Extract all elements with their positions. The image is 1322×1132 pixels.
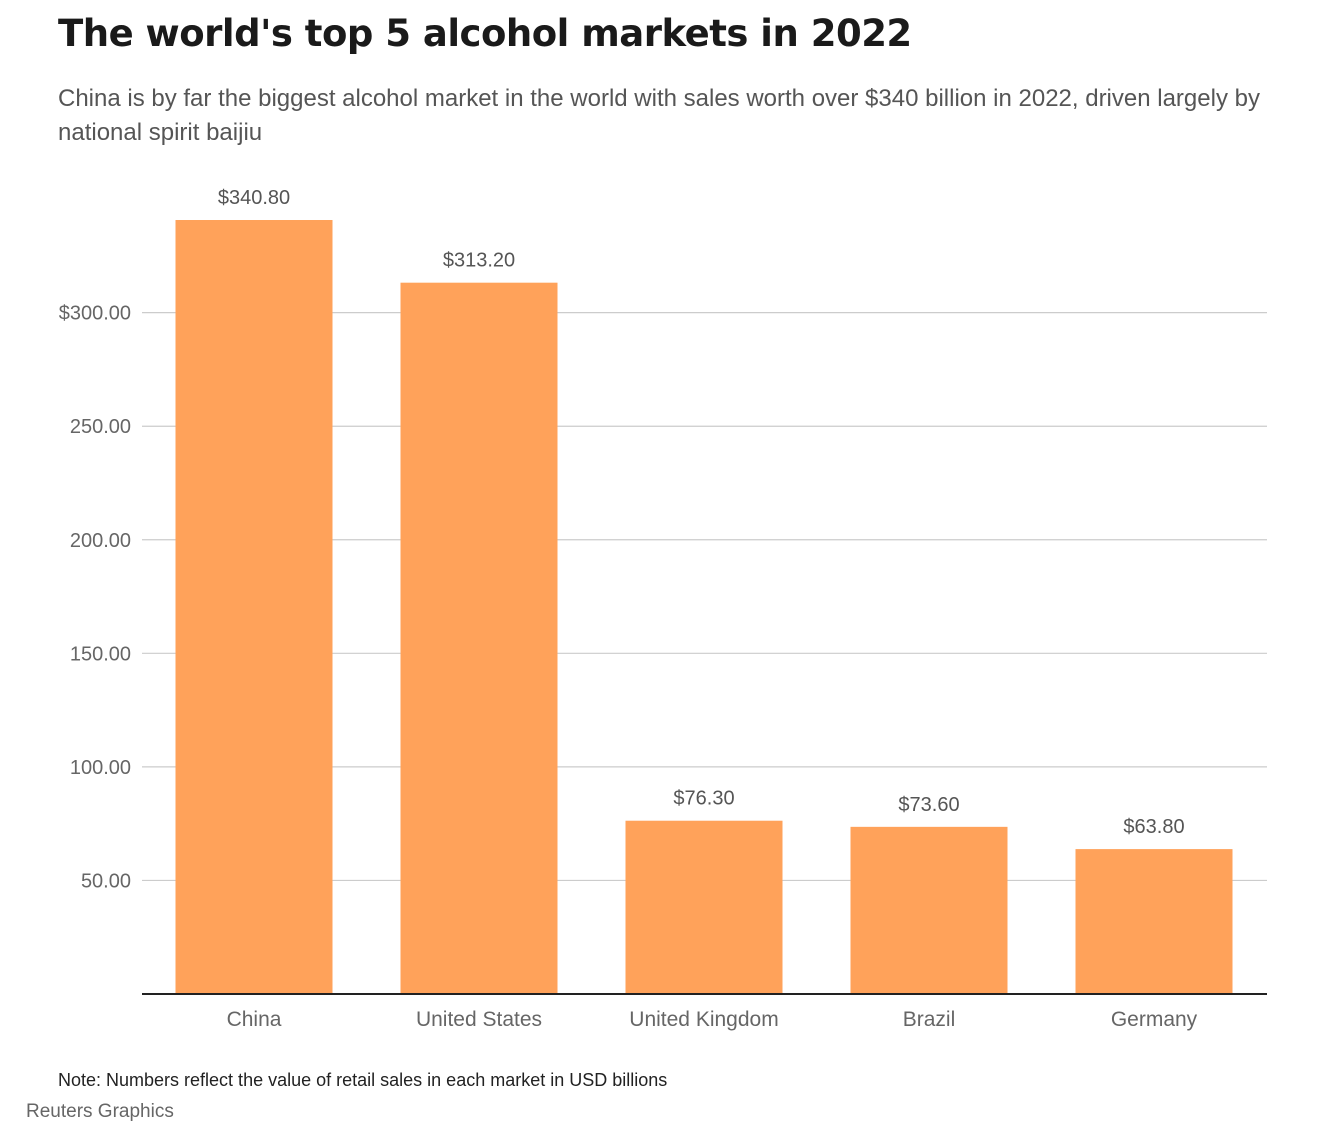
- bar: [400, 282, 558, 994]
- bar: [850, 826, 1008, 994]
- y-tick-label: 50.00: [81, 870, 131, 892]
- y-axis-ticks: 50.00 100.00 150.00 200.00 250.00 $300.00: [59, 303, 131, 893]
- data-label: $63.80: [1123, 816, 1184, 838]
- bars: [175, 220, 1233, 994]
- data-label: $73.60: [898, 794, 959, 816]
- bar-chart: 50.00 100.00 150.00 200.00 250.00 $300.00 $34…: [59, 187, 1267, 1031]
- chart-note: Note: Numbers reflect the value of retai…: [58, 1070, 668, 1090]
- category-label: Germany: [1111, 1008, 1198, 1031]
- y-tick-label: $300.00: [59, 303, 131, 325]
- bar: [175, 220, 333, 994]
- bar: [1075, 849, 1233, 994]
- category-label: United States: [416, 1008, 542, 1031]
- y-tick-label: 200.00: [70, 530, 131, 552]
- y-tick-label: 100.00: [70, 757, 131, 779]
- chart-title: The world's top 5 alcohol markets in 202…: [58, 12, 912, 55]
- chart-subtitle: China is by far the biggest alcohol mark…: [58, 85, 1260, 146]
- chart-source: Reuters Graphics: [26, 1101, 174, 1122]
- data-label: $340.80: [218, 187, 290, 209]
- y-tick-label: 150.00: [70, 643, 131, 665]
- x-axis-categories: China United States United Kingdom Brazil Ge…: [227, 1008, 1198, 1031]
- data-label: $76.30: [673, 788, 734, 810]
- data-labels: $340.80 $313.20 $76.30 $73.60 $63.80: [218, 187, 1185, 838]
- data-label: $313.20: [443, 250, 515, 272]
- category-label: United Kingdom: [629, 1008, 778, 1031]
- category-label: China: [227, 1008, 282, 1031]
- y-tick-label: 250.00: [70, 416, 131, 438]
- category-label: Brazil: [903, 1008, 956, 1031]
- bar: [625, 820, 783, 994]
